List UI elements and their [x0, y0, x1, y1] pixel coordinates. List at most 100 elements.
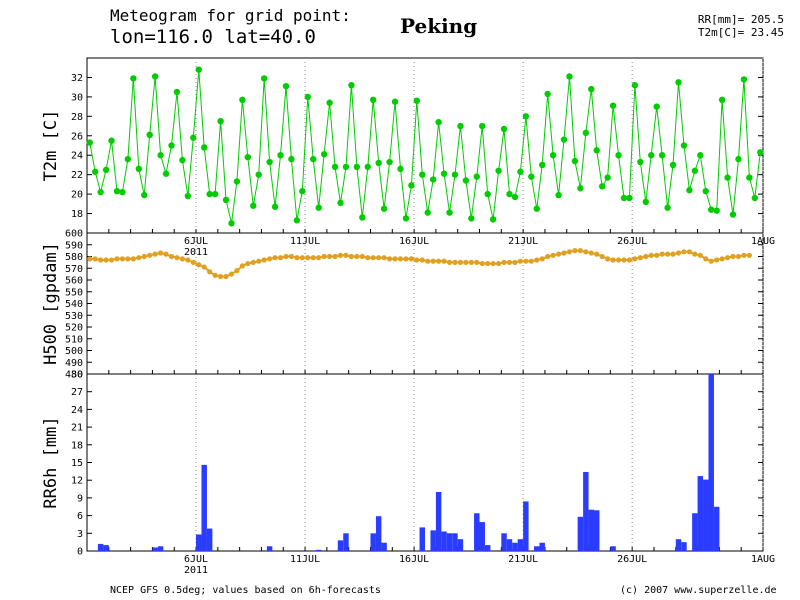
y-tick-label: 580 — [65, 252, 83, 263]
temperature-point — [424, 209, 431, 216]
x-date-label: 6JUL — [184, 554, 208, 565]
temperature-point — [124, 155, 132, 163]
geopotential-point — [207, 269, 213, 275]
temperature-point — [489, 216, 497, 223]
y-tick-label: 24 — [71, 405, 83, 416]
y-tick-label: 27 — [71, 387, 83, 398]
panel-frame — [86, 57, 764, 234]
geopotential-point — [261, 257, 267, 263]
geopotential-point — [637, 255, 643, 261]
geopotential-point — [419, 257, 425, 263]
precipitation-bar — [97, 543, 104, 551]
temperature-point — [97, 188, 104, 196]
geopotential-point — [506, 259, 513, 265]
temperature-point — [549, 152, 557, 159]
geopotential-point — [746, 252, 752, 258]
geopotential-point — [626, 257, 633, 263]
geopotential-point — [130, 256, 136, 262]
temperature-point — [380, 205, 388, 212]
temperature-point — [702, 187, 709, 195]
geopotential-point — [294, 255, 300, 261]
grid-point-coordinates: lon=116.0 lat=40.0 — [110, 26, 316, 48]
temperature-point — [222, 196, 230, 204]
temperature-point — [277, 152, 284, 159]
y-tick-label: 12 — [71, 476, 83, 487]
geopotential-point — [174, 255, 180, 261]
temperature-point — [751, 194, 759, 202]
precipitation-bar — [713, 506, 720, 551]
geopotential-point — [724, 255, 731, 261]
precipitation-bar — [452, 533, 458, 551]
temperature-point — [740, 76, 748, 83]
geopotential-point — [316, 255, 322, 261]
geopotential-point — [414, 257, 420, 263]
y-tick-label: 20 — [71, 190, 83, 201]
temperature-point — [250, 202, 257, 209]
geopotential-point — [572, 248, 578, 254]
copyright-note: (c) 2007 www.superzelle.de — [620, 585, 777, 596]
geopotential-point — [512, 259, 518, 265]
x-date-label: 6JUL — [184, 236, 208, 247]
x-date-label: 1AUG — [751, 554, 775, 565]
geopotential-point — [272, 255, 278, 261]
geopotential-point — [703, 256, 709, 262]
temperature-point — [468, 215, 475, 222]
x-date-label: 16JUL — [399, 236, 429, 247]
temperature-point — [669, 161, 677, 169]
temperature-point — [228, 220, 235, 227]
precipitation-bar — [152, 547, 158, 551]
geopotential-point — [337, 252, 344, 258]
geopotential-point — [103, 257, 109, 263]
geopotential-point — [408, 256, 414, 262]
temperature-point — [359, 214, 366, 221]
geopotential-point — [223, 273, 229, 280]
geopotential-point — [430, 258, 436, 264]
temperature-point — [539, 161, 546, 169]
geopotential-point — [332, 253, 338, 260]
geopotential-point — [283, 253, 289, 260]
temperature-point — [484, 190, 491, 198]
geopotential-point — [234, 268, 240, 274]
geopotential-point — [425, 258, 431, 264]
geopotential-point — [436, 258, 442, 264]
geopotential-point — [152, 251, 158, 257]
y-tick-label: 590 — [65, 240, 83, 251]
precipitation-bar — [681, 542, 687, 551]
y-axis-label: H500 [gpdam] — [41, 242, 61, 365]
geopotential-point — [474, 259, 480, 265]
temperature-point — [239, 96, 246, 104]
temperature-point — [310, 155, 317, 163]
temperature-point — [511, 193, 519, 201]
temperature-point — [435, 118, 442, 126]
geopotential-point — [599, 253, 605, 260]
geopotential-point — [583, 249, 589, 255]
geopotential-point — [354, 253, 360, 260]
temperature-point — [413, 97, 421, 104]
temperature-point — [533, 205, 540, 212]
geopotential-point — [386, 256, 393, 262]
temperature-point — [151, 73, 159, 80]
geopotential-point — [539, 256, 545, 262]
precipitation-bar — [697, 476, 704, 551]
temperature-point — [664, 204, 671, 211]
temperature-point — [282, 82, 290, 90]
geopotential-point — [310, 255, 316, 261]
precipitation-bar — [474, 513, 480, 551]
precipitation-bar — [206, 528, 213, 551]
geopotential-point — [675, 250, 682, 256]
temperature-point — [517, 168, 524, 175]
temperature-point — [244, 153, 252, 161]
precipitation-bar — [703, 479, 709, 551]
x-date-label: 1AUG — [751, 236, 775, 247]
temperature-point — [217, 117, 224, 125]
geopotential-point — [125, 256, 131, 262]
temperature-point — [266, 158, 273, 166]
geopotential-point — [212, 272, 218, 278]
temperature-point — [560, 136, 568, 143]
precipitation-bar — [157, 546, 164, 551]
temperature-point — [157, 152, 164, 159]
precipitation-bar — [594, 510, 600, 551]
temperature-point — [708, 206, 715, 213]
temperature-point — [729, 211, 737, 218]
